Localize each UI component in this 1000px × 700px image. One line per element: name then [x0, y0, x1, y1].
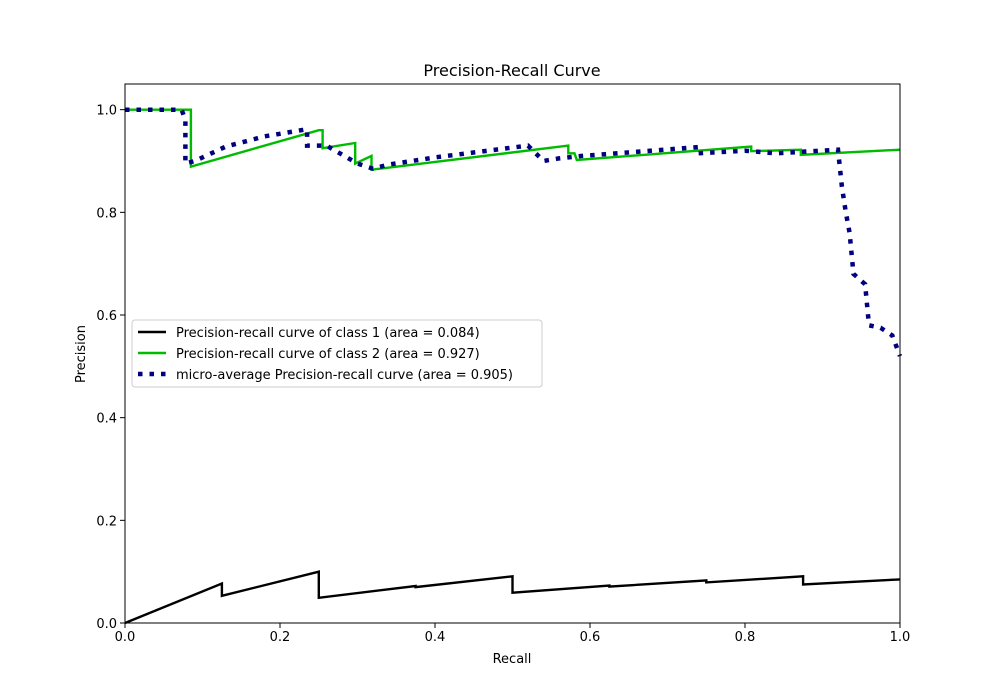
y-tick-label: 1.0	[96, 104, 117, 119]
x-tick-label: 0.6	[580, 630, 601, 645]
y-axis-label: Precision	[74, 325, 89, 383]
x-axis-label: Recall	[493, 652, 532, 667]
axes-frame	[124, 83, 901, 624]
legend: Precision-recall curve of class 1 (area …	[131, 319, 543, 388]
x-tick-label: 0.0	[115, 630, 136, 645]
x-tick-label: 1.0	[890, 630, 911, 645]
chart-title: Precision-Recall Curve	[423, 61, 600, 80]
y-axis-ticks: 0.0 0.2 0.4 0.6 0.8 1.0	[96, 104, 125, 632]
series-line-1	[124, 570, 901, 625]
x-tick-label: 0.8	[735, 630, 756, 645]
y-tick-label: 0.6	[96, 309, 117, 324]
legend-box	[131, 319, 543, 388]
y-tick-label: 0.4	[96, 412, 117, 427]
y-tick-label: 0.8	[96, 206, 117, 221]
legend-label-2: Precision-recall curve of class 2 (area …	[176, 347, 480, 362]
series-line-3	[125, 107, 903, 357]
legend-label-3: micro-average Precision-recall curve (ar…	[176, 368, 513, 383]
x-axis-ticks: 0.0 0.2 0.4 0.6 0.8 1.0	[115, 623, 911, 645]
x-tick-label: 0.2	[270, 630, 291, 645]
x-tick-label: 0.4	[425, 630, 446, 645]
series-layer	[124, 107, 903, 625]
y-tick-label: 0.2	[96, 514, 117, 529]
legend-label-1: Precision-recall curve of class 1 (area …	[176, 326, 480, 341]
y-tick-label: 0.0	[96, 617, 117, 632]
